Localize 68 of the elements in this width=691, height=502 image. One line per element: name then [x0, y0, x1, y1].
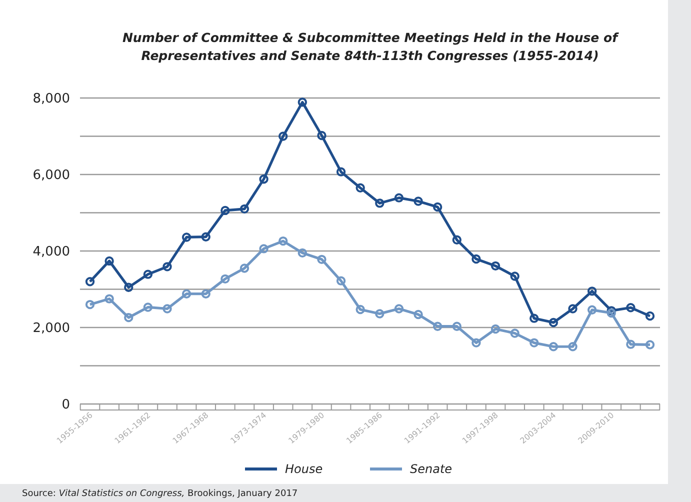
point [143, 270, 153, 279]
point [182, 232, 192, 242]
source-note: Source: Vital Statistics on Congress, Brookings, January 2017 [22, 489, 298, 499]
point [85, 277, 95, 286]
point [220, 274, 230, 284]
point [530, 338, 539, 348]
y-tick-label: 4,000 [32, 244, 70, 260]
point [356, 183, 365, 192]
point [452, 322, 462, 331]
point [278, 236, 288, 246]
point [201, 289, 210, 298]
point [104, 294, 114, 304]
point [259, 174, 268, 184]
point [85, 300, 95, 310]
y-tick-label: 2,000 [32, 321, 70, 336]
point [414, 196, 423, 206]
point [432, 322, 442, 331]
point [375, 198, 384, 208]
y-tick-label: 0 [62, 398, 70, 413]
point [472, 338, 481, 348]
point [548, 318, 558, 328]
point [162, 262, 172, 272]
legend-label: Senate [410, 462, 452, 476]
point [317, 254, 326, 264]
point [240, 204, 250, 214]
point [375, 309, 384, 318]
point [356, 304, 365, 314]
point [182, 289, 192, 298]
point [626, 340, 636, 349]
point [587, 305, 597, 315]
point [568, 342, 578, 352]
chart-title: Number of Committee & Subcommittee Meetings Held in the House of Representatives and Senate 84th-113th Congresses (1955-2014) [122, 30, 620, 63]
point [394, 193, 404, 202]
point [510, 272, 520, 281]
point [606, 308, 616, 318]
point [510, 328, 520, 338]
point [645, 340, 655, 350]
point [414, 310, 423, 320]
point [626, 303, 636, 312]
point [278, 132, 288, 141]
point [490, 261, 500, 271]
point [259, 244, 268, 254]
point [317, 130, 326, 140]
point [201, 232, 210, 242]
point [104, 256, 114, 266]
point [432, 202, 442, 212]
point [162, 304, 172, 314]
point [568, 304, 578, 314]
point [587, 286, 597, 296]
point [452, 235, 462, 245]
point [336, 167, 346, 176]
point [472, 254, 481, 264]
point [124, 282, 134, 292]
y-tick-label: 6,000 [32, 168, 70, 184]
point [220, 206, 230, 216]
point [645, 311, 655, 321]
y-tick-label: 8,000 [32, 92, 70, 107]
point [548, 342, 558, 352]
point [240, 264, 250, 273]
point [298, 248, 308, 258]
point [336, 276, 346, 286]
point [394, 304, 404, 314]
point [124, 312, 134, 322]
legend-label: House [285, 462, 323, 476]
point [530, 314, 539, 323]
point [490, 324, 500, 334]
point [298, 98, 308, 107]
point [143, 302, 153, 312]
